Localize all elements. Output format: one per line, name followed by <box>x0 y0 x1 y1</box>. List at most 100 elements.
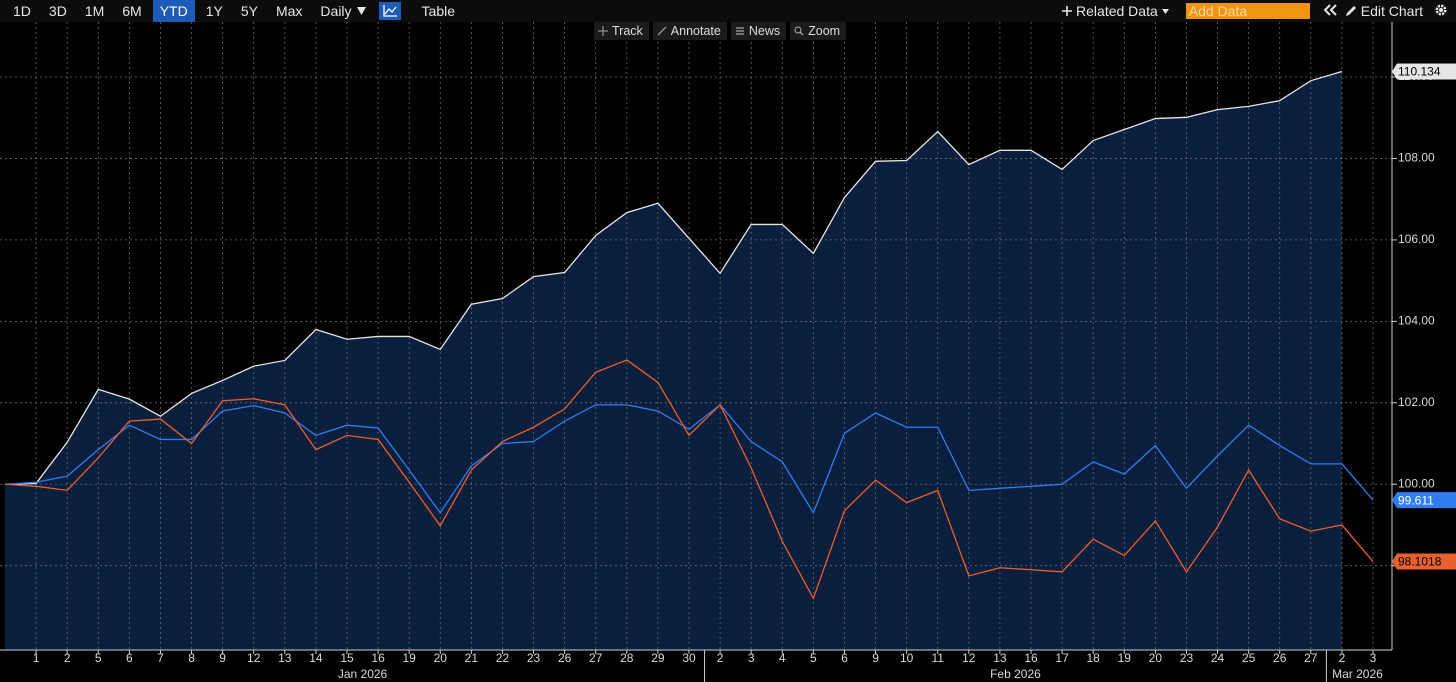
x-tick-label: 19 <box>1118 651 1132 665</box>
x-tick-label: 26 <box>558 651 572 665</box>
x-tick-label: 11 <box>931 651 944 665</box>
area-fill <box>5 71 1342 650</box>
plus-icon <box>1062 6 1073 16</box>
x-tick-label: 16 <box>1024 651 1038 665</box>
y-tick-label: 100.00 <box>1398 476 1435 490</box>
x-tick-label: 23 <box>1180 651 1194 665</box>
table-button[interactable]: Table <box>421 3 456 19</box>
range-button[interactable]: 3D <box>48 3 67 19</box>
edit-chart-button[interactable]: Edit Chart <box>1338 0 1430 22</box>
x-tick-label: 15 <box>340 651 354 665</box>
last-value-tag: 110.134 <box>1392 63 1456 80</box>
tool-label: Annotate <box>670 24 721 38</box>
x-tick-label: 13 <box>278 651 292 665</box>
y-tick-label: 108.00 <box>1398 151 1435 165</box>
x-tick-label: 1 <box>33 651 40 665</box>
x-tick-label: 27 <box>589 651 603 665</box>
tool-button[interactable]: News <box>730 22 787 40</box>
tag-box <box>1392 553 1456 570</box>
tag-box <box>1392 63 1456 80</box>
x-tick-label: 4 <box>779 651 786 665</box>
x-tick-label: 23 <box>527 651 541 665</box>
tag-label: 98.1018 <box>1398 555 1442 569</box>
range-button[interactable]: YTD <box>152 0 195 22</box>
x-tick-label: 13 <box>993 651 1007 665</box>
last-value-tag: 99.611 <box>1392 492 1456 509</box>
tool-icon <box>794 26 804 36</box>
x-tick-label: 17 <box>1055 651 1069 665</box>
x-tick-label: 12 <box>247 651 261 665</box>
range-button[interactable]: 5Y <box>240 3 258 19</box>
x-tick-label: 29 <box>651 651 665 665</box>
x-tick-label: 16 <box>371 651 385 665</box>
add-data-input[interactable]: Add Data <box>1185 3 1310 19</box>
x-tick-label: 25 <box>1242 651 1256 665</box>
range-button[interactable]: 1Y <box>205 3 223 19</box>
x-tick-label: 28 <box>620 651 634 665</box>
range-button[interactable]: 1M <box>84 3 105 19</box>
last-value-tag: 98.1018 <box>1392 553 1456 570</box>
x-tick-label: 2 <box>64 651 71 665</box>
chart-icon <box>382 5 397 17</box>
series-line <box>4 70 1343 485</box>
x-tick-label: 20 <box>1149 651 1163 665</box>
related-data: Related Data <box>1076 3 1158 19</box>
x-tick-label: 6 <box>841 651 848 665</box>
toolbar: 1D 3D 1M 6M YTD 1Y 5Y Max Daily Table Related D… <box>0 0 1456 22</box>
x-tick-label: 5 <box>810 651 817 665</box>
collapse-button[interactable] <box>1323 3 1338 19</box>
range-button[interactable]: 1D <box>13 3 31 19</box>
x-tick-label: 10 <box>900 651 914 665</box>
tag-label: 99.611 <box>1398 493 1434 507</box>
tool-label: News <box>748 24 781 38</box>
range-button[interactable]: 6M <box>122 3 142 19</box>
x-group-label: Jan 2026 <box>338 667 388 681</box>
x-tick-label: 3 <box>1370 651 1377 665</box>
x-tick-label: 9 <box>219 651 226 665</box>
x-tick-label: 18 <box>1087 651 1101 665</box>
y-tick-label: 106.00 <box>1398 232 1435 246</box>
x-tick-label: 22 <box>496 651 510 665</box>
x-tick-label: 14 <box>309 651 323 665</box>
tag-label: 110.134 <box>1398 65 1441 79</box>
pencil-icon <box>1345 6 1356 16</box>
collapse-icon <box>1323 4 1337 16</box>
series-line <box>4 403 1374 515</box>
range-buttons: 1D 3D 1M 6M YTD 1Y 5Y Max <box>6 0 309 22</box>
x-tick-label: 19 <box>403 651 417 665</box>
tool-icon <box>657 26 667 36</box>
x-tick-label: 27 <box>1304 651 1318 665</box>
series-line <box>4 359 1374 600</box>
x-tick-label: 30 <box>682 651 696 665</box>
x-tick-label: 26 <box>1273 651 1287 665</box>
x-tick-label: 2 <box>1339 651 1346 665</box>
x-tick-label: 24 <box>1211 651 1225 665</box>
dropdown-arrow <box>1161 8 1169 14</box>
x-tick-label: 5 <box>95 651 102 665</box>
tool-label: Zoom <box>808 24 841 38</box>
tool-button[interactable]: Annotate <box>652 22 727 40</box>
frequency-dropdown[interactable]: Daily <box>313 0 372 22</box>
frequency: Daily <box>320 3 352 19</box>
x-group-label: Feb 2026 <box>990 667 1041 681</box>
x-tick-label: 9 <box>872 651 879 665</box>
x-tick-label: 20 <box>434 651 448 665</box>
tool-label: Track <box>612 24 643 38</box>
chart-tools: Track Annotate News Zoom <box>594 22 847 40</box>
x-tick-label: 21 <box>465 651 479 665</box>
tool-button[interactable]: Track <box>594 22 649 40</box>
range-button[interactable]: Max <box>275 3 303 19</box>
y-tick-label: 102.00 <box>1398 395 1435 409</box>
related-data-button[interactable]: Related Data <box>1055 0 1176 22</box>
chart-type-button[interactable] <box>378 2 401 20</box>
x-group-label: Mar 2026 <box>1332 667 1383 681</box>
y-tick-label: 104.00 <box>1398 314 1435 328</box>
tag-box <box>1392 492 1456 509</box>
settings-button[interactable] <box>1434 3 1448 20</box>
x-tick-label: 2 <box>717 651 724 665</box>
x-tick-label: 12 <box>962 651 976 665</box>
x-tick-label: 3 <box>748 651 755 665</box>
tool-button[interactable]: Zoom <box>790 22 847 40</box>
x-tick-label: 8 <box>188 651 195 665</box>
